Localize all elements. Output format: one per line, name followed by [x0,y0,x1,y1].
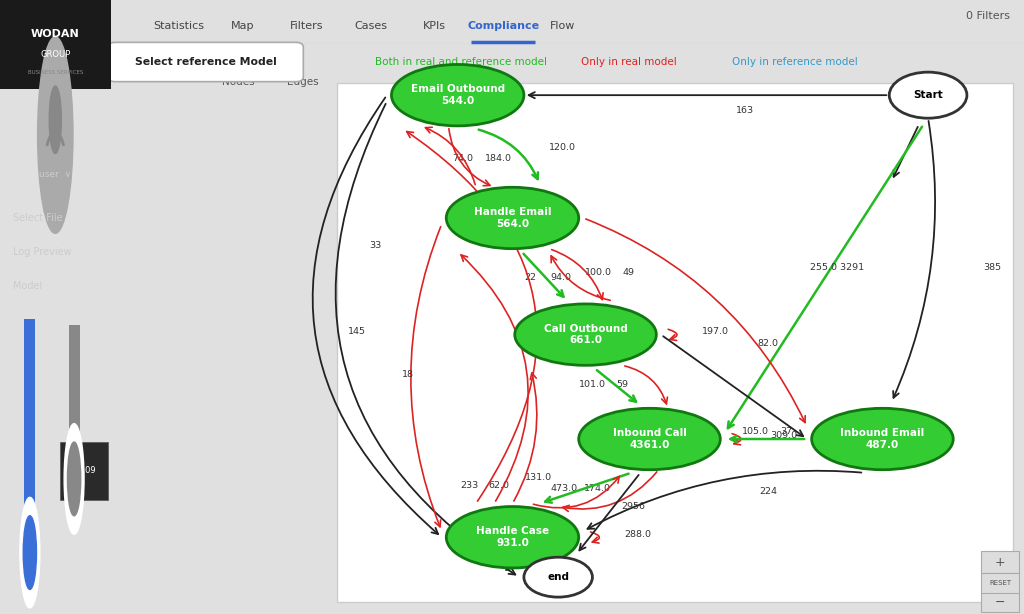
Text: 49: 49 [623,268,635,276]
Text: 22: 22 [524,273,537,282]
Text: 174.0: 174.0 [584,484,611,492]
Bar [25,319,36,553]
FancyBboxPatch shape [108,42,303,82]
Text: 224: 224 [759,487,777,495]
Text: 163: 163 [736,106,755,115]
Text: 184.0: 184.0 [485,154,512,163]
Text: 0 Filters: 0 Filters [967,11,1011,21]
Text: Map: Map [231,21,255,31]
Circle shape [65,424,84,534]
Text: 131.0: 131.0 [524,473,552,482]
Text: 33: 33 [370,241,382,250]
Text: RESET: RESET [989,580,1012,586]
Bar [69,325,80,479]
Text: 62.0: 62.0 [488,481,509,489]
Ellipse shape [515,304,656,365]
Text: 37: 37 [780,427,793,435]
Text: Edges: Edges [287,77,318,87]
Circle shape [68,442,81,516]
Text: Statistics: Statistics [154,21,205,31]
Circle shape [19,497,40,608]
Text: Handle Email
564.0: Handle Email 564.0 [474,207,551,229]
FancyBboxPatch shape [337,83,1013,602]
Text: +: + [995,556,1006,569]
FancyBboxPatch shape [981,551,1020,573]
FancyBboxPatch shape [981,573,1020,594]
Text: Handle Case
931.0: Handle Case 931.0 [476,526,549,548]
Text: 74.0: 74.0 [452,154,473,163]
Text: Only in reference model: Only in reference model [732,57,857,67]
Text: 105.0: 105.0 [742,427,769,435]
Ellipse shape [446,507,579,568]
Text: Email Outbound
544.0: Email Outbound 544.0 [411,84,505,106]
Text: Flow: Flow [550,21,575,31]
Text: KPIs: KPIs [423,21,446,31]
Text: Compliance: Compliance [467,21,540,31]
Ellipse shape [391,64,524,126]
Text: 18: 18 [401,370,414,379]
Text: Start: Start [913,90,943,100]
Text: 100.0: 100.0 [585,268,612,276]
Ellipse shape [579,408,720,470]
Text: Inbound Call
4361.0: Inbound Call 4361.0 [612,428,686,450]
Text: 197.0: 197.0 [702,327,729,336]
Text: Both in real and reference model: Both in real and reference model [376,57,548,67]
Text: 299: 299 [517,552,536,561]
Text: end: end [547,572,569,582]
Text: Select reference Model: Select reference Model [135,57,276,67]
Text: Log Preview: Log Preview [13,247,72,257]
Text: 473.0: 473.0 [551,484,579,492]
Ellipse shape [812,408,953,470]
Text: 2956: 2956 [622,502,645,511]
Text: Only in real model: Only in real model [581,57,677,67]
Text: 59: 59 [616,380,628,389]
Text: Select File: Select File [13,213,62,223]
Text: Model: Model [13,281,43,290]
Text: −: − [995,596,1006,609]
FancyBboxPatch shape [0,0,111,89]
Text: Cases: Cases [354,21,387,31]
Text: 233: 233 [461,481,478,489]
Text: Call Outbound
661.0: Call Outbound 661.0 [544,324,628,346]
Text: Filters: Filters [290,21,324,31]
Text: 145: 145 [348,327,367,336]
Text: Nodes: Nodes [222,77,255,87]
Text: GROUP: GROUP [40,50,71,58]
Circle shape [24,516,37,589]
Text: 288.0: 288.0 [625,530,651,538]
Circle shape [38,37,73,233]
Text: BUSINESS SERVICES: BUSINESS SERVICES [28,70,83,75]
Text: 0.109: 0.109 [73,467,96,475]
FancyBboxPatch shape [981,593,1020,612]
Text: 255.0 3291: 255.0 3291 [810,263,864,271]
FancyBboxPatch shape [59,442,109,500]
Text: 94.0: 94.0 [551,273,571,282]
Ellipse shape [446,187,579,249]
Text: 385: 385 [983,263,1001,271]
Ellipse shape [889,72,967,118]
Text: 82.0: 82.0 [758,340,778,348]
Ellipse shape [524,558,593,597]
Text: 309.0: 309.0 [771,432,798,440]
Circle shape [49,86,61,154]
Text: 120.0: 120.0 [549,143,577,152]
Text: user  ∨: user ∨ [39,171,72,179]
Text: WODAN: WODAN [31,29,80,39]
Text: 101.0: 101.0 [579,380,605,389]
Text: Inbound Email
487.0: Inbound Email 487.0 [841,428,925,450]
